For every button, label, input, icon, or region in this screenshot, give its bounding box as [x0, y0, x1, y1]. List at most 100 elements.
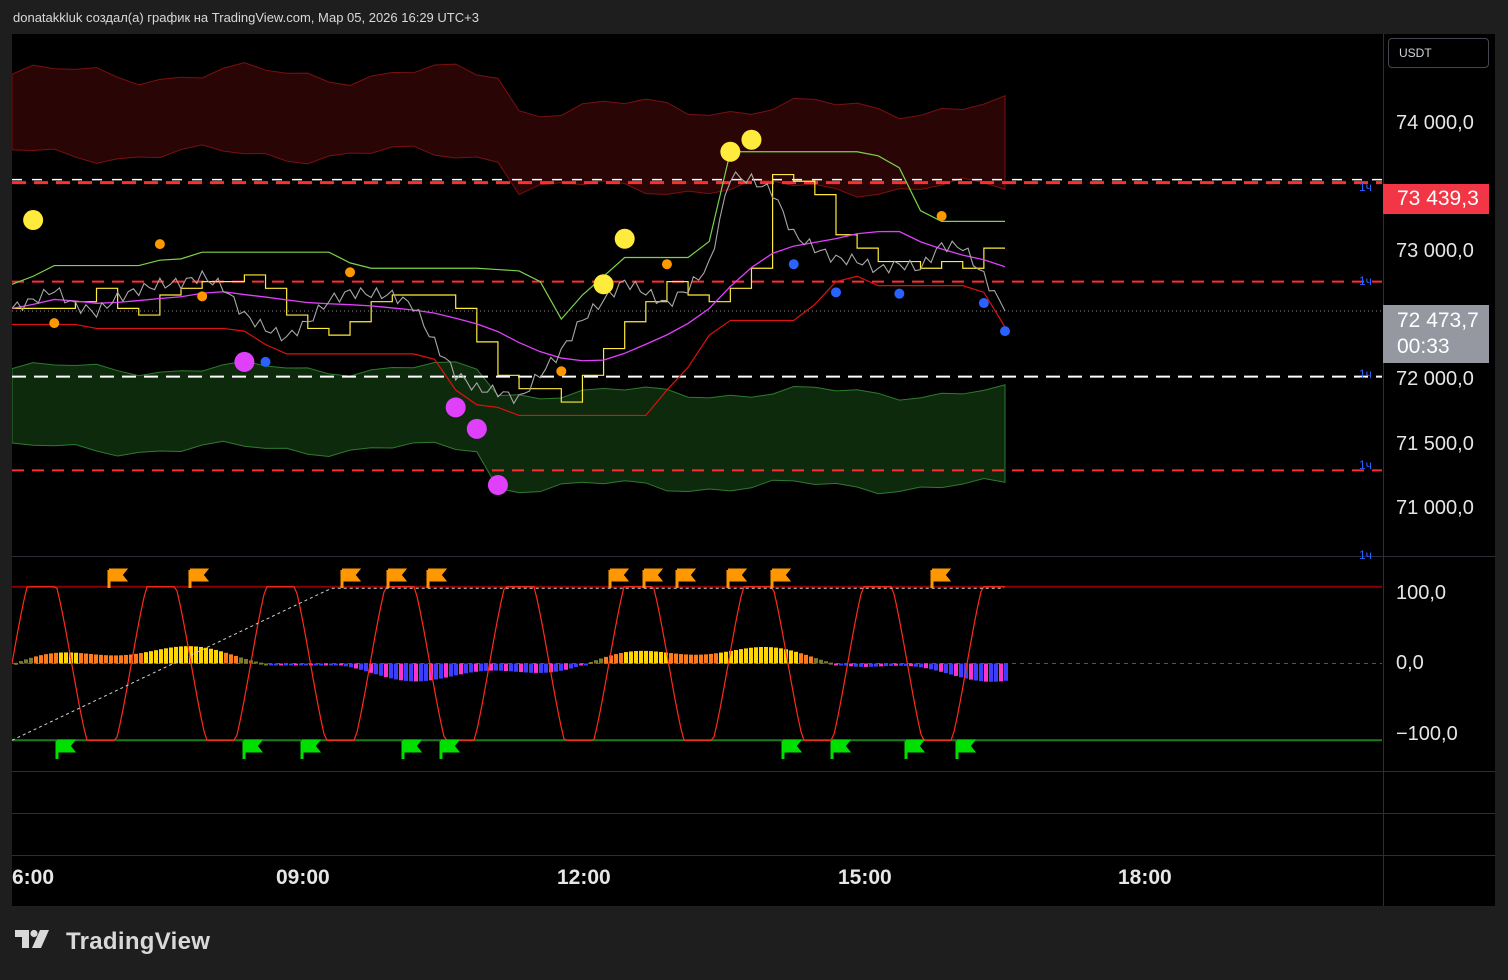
chart-canvas[interactable] [12, 34, 1495, 906]
timeframe-mark: 1ч [1359, 180, 1372, 194]
oscillator-histogram-bar [389, 663, 393, 679]
signal-marker [741, 129, 762, 150]
buy-flag-icon [401, 739, 423, 759]
step-line [12, 173, 1005, 403]
oscillator-histogram-bar [44, 654, 48, 664]
oscillator-histogram-bar [419, 663, 423, 682]
sell-flag-icon [675, 568, 697, 588]
oscillator-histogram-bar [274, 663, 278, 666]
timeframe-mark: 1ч [1359, 458, 1372, 472]
buy-flag-icon [300, 739, 322, 759]
timeframe-mark: 1ч [1359, 274, 1372, 288]
oscillator-histogram-bar [59, 652, 63, 664]
oscillator-histogram-bar [34, 656, 38, 664]
signal-marker [197, 291, 208, 302]
oscillator-histogram-bar [504, 663, 508, 671]
oscillator-histogram-bar [719, 652, 723, 664]
oscillator-histogram-bar [889, 663, 893, 666]
oscillator-histogram-bar [539, 663, 543, 673]
signal-marker [234, 351, 255, 372]
currency-button[interactable]: USDT [1388, 38, 1489, 68]
oscillator-histogram-bar [54, 652, 58, 664]
oscillator-histogram-bar [19, 661, 23, 664]
oscillator-histogram-bar [259, 662, 263, 665]
oscillator-histogram-bar [269, 663, 273, 666]
tradingview-logo-icon [15, 928, 53, 957]
oscillator-histogram-bar [214, 649, 218, 664]
oscillator-histogram-bar [814, 658, 818, 664]
oscillator-label: 100,0 [1396, 582, 1447, 604]
pane-separator[interactable] [12, 813, 1495, 814]
chart-frame[interactable]: USDT 74 000,0 73 000,0 72 000,0 71 500,0… [12, 34, 1495, 906]
buy-flag-icon [439, 739, 461, 759]
oscillator-histogram-bar [14, 662, 18, 665]
oscillator-histogram-bar [979, 663, 983, 682]
oscillator-histogram-bar [159, 649, 163, 664]
oscillator-histogram-bar [674, 653, 678, 664]
oscillator-histogram-bar [704, 654, 708, 664]
oscillator-line [12, 586, 1005, 741]
oscillator-histogram-bar [449, 663, 453, 677]
oscillator-histogram-bar [74, 652, 78, 664]
price-label: 71 500,0 [1396, 433, 1474, 455]
oscillator-histogram-bar [854, 663, 858, 667]
signal-marker [23, 210, 44, 231]
oscillator-histogram-bar [969, 663, 973, 680]
oscillator-histogram-bar [84, 653, 88, 664]
oscillator-histogram-bar [679, 654, 683, 664]
pane-separator[interactable] [12, 556, 1495, 557]
oscillator-histogram-bar [874, 663, 878, 667]
time-label: 6:00 [12, 866, 55, 889]
oscillator-histogram-bar [134, 653, 138, 664]
oscillator-histogram-bar [769, 647, 773, 664]
oscillator-histogram-bar [519, 663, 523, 673]
oscillator-histogram-bar [314, 663, 318, 666]
oscillator-histogram-bar [869, 663, 873, 667]
oscillator-histogram-bar [349, 663, 353, 668]
oscillator-histogram-bar [709, 653, 713, 664]
oscillator-histogram-bar [609, 655, 613, 664]
oscillator-histogram-bar [934, 663, 938, 671]
oscillator-histogram-bar [319, 663, 323, 666]
sell-flag-icon [426, 568, 448, 588]
brand-name: TradingView [65, 928, 211, 955]
oscillator-histogram-bar [304, 663, 308, 666]
oscillator-histogram-bar [364, 663, 368, 672]
oscillator-histogram-bar [989, 663, 993, 682]
oscillator-histogram-bar [904, 663, 908, 666]
oscillator-histogram-bar [474, 663, 478, 672]
oscillator-histogram-bar [299, 663, 303, 666]
oscillator-histogram-bar [619, 652, 623, 664]
resistance-zone [12, 62, 1006, 198]
oscillator-histogram-bar [774, 647, 778, 664]
buy-flag-icon [955, 739, 977, 759]
oscillator-histogram-bar [849, 663, 853, 667]
oscillator-histogram-bar [879, 663, 883, 667]
oscillator-histogram-bar [584, 663, 588, 666]
oscillator-histogram-bar [809, 656, 813, 664]
sell-flag-icon [770, 568, 792, 588]
oscillator-histogram-bar [919, 663, 923, 668]
trail-line-upper [12, 151, 1005, 321]
pane-separator[interactable] [12, 771, 1495, 772]
oscillator-histogram-bar [544, 663, 548, 673]
tradingview-brand[interactable]: TradingView [15, 928, 210, 957]
oscillator-histogram-bar [399, 663, 403, 681]
oscillator-histogram-bar [614, 654, 618, 664]
oscillator-histogram-bar [344, 663, 348, 667]
bar-countdown: 00:33 [1397, 335, 1450, 358]
buy-flag-icon [830, 739, 852, 759]
oscillator-histogram-bar [244, 658, 248, 664]
oscillator-histogram-bar [739, 649, 743, 664]
oscillator-histogram-bar [764, 646, 768, 664]
oscillator-label: −100,0 [1396, 723, 1458, 745]
oscillator-histogram-bar [524, 663, 528, 673]
oscillator-histogram-bar [694, 654, 698, 664]
oscillator-histogram-bar [404, 663, 408, 681]
sell-flag-icon [386, 568, 408, 588]
oscillator-histogram-bar [799, 653, 803, 664]
oscillator-histogram-bar [634, 651, 638, 664]
oscillator-histogram-bar [374, 663, 378, 675]
oscillator-histogram-bar [724, 651, 728, 664]
signal-marker [593, 274, 614, 295]
